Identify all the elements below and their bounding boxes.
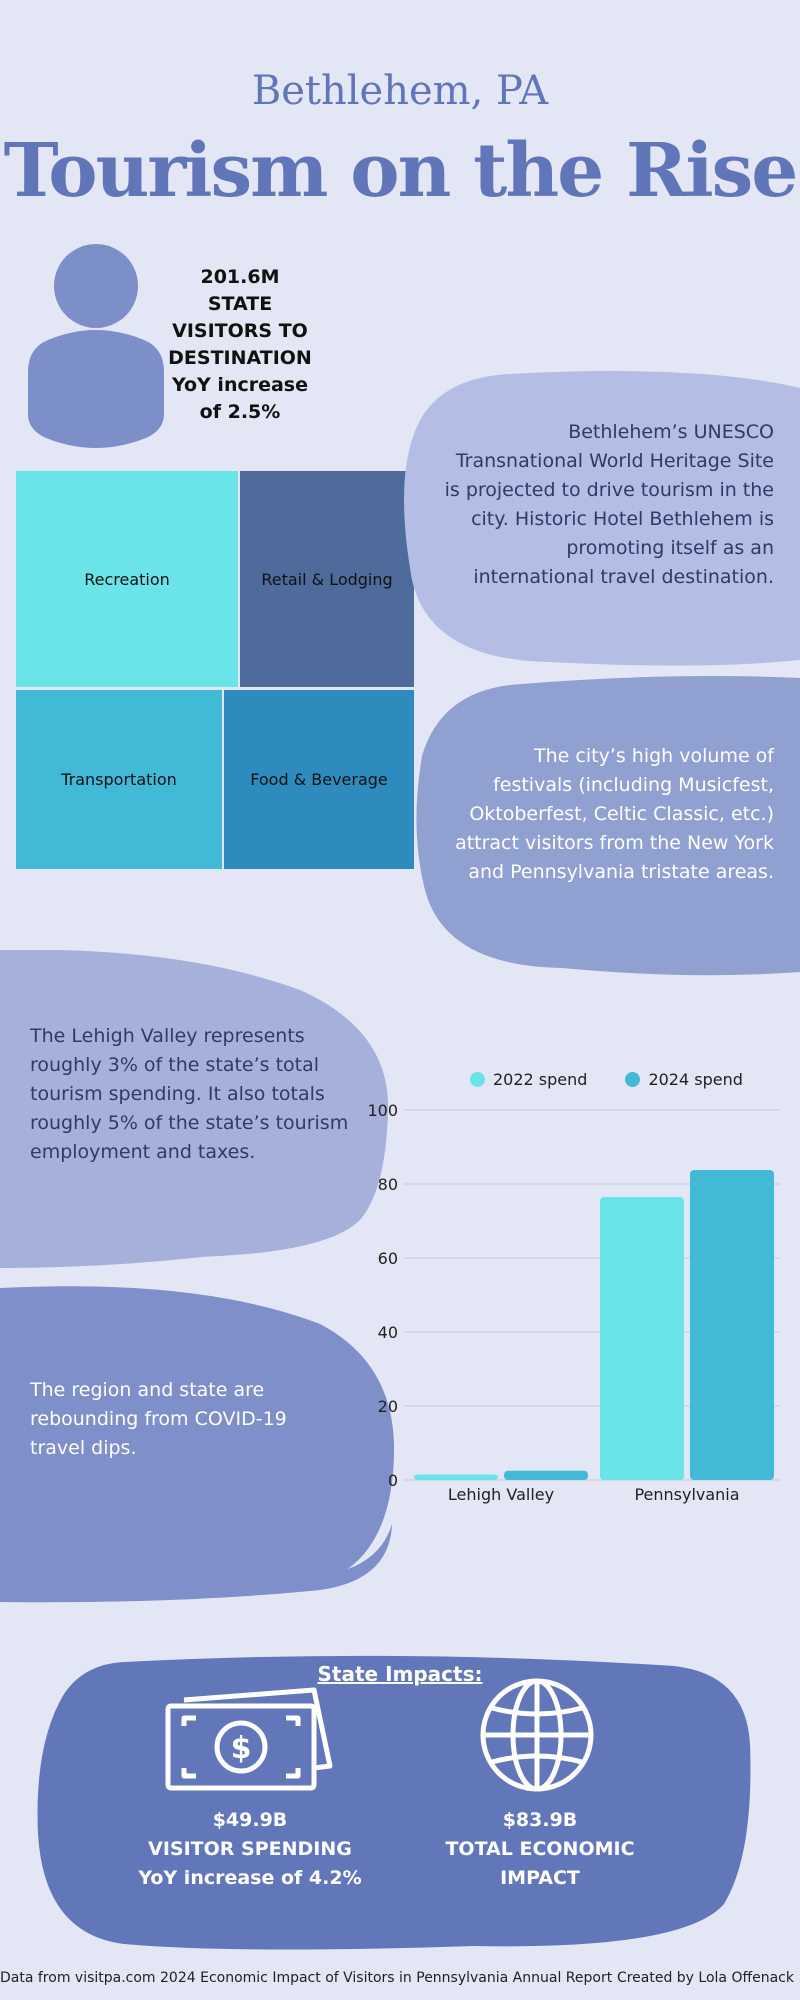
visitor-stat: 201.6M STATE VISITORS TO DESTINATION YoY… bbox=[160, 264, 320, 426]
covid-callout-text: The region and state are rebounding from… bbox=[30, 1379, 287, 1459]
lehigh-callout-shape bbox=[0, 950, 389, 1268]
y-tick-label: 60 bbox=[378, 1249, 398, 1268]
lehigh-callout-text: The Lehigh Valley represents roughly 3% … bbox=[30, 1025, 349, 1163]
visitor-stat-line: YoY increase bbox=[171, 374, 308, 396]
festivals-callout-text: The city’s high volume of festivals (inc… bbox=[455, 745, 774, 883]
tile-label: Food & Beverage bbox=[250, 770, 388, 789]
visitor-stat-line: STATE bbox=[207, 293, 273, 315]
y-tick-label: 40 bbox=[378, 1323, 398, 1342]
visitor-spending-amount: $49.9B bbox=[212, 1809, 288, 1831]
treemap-tile-food-beverage: Food & Beverage bbox=[224, 690, 414, 869]
visitor-spending-stat: $49.9B VISITOR SPENDING YoY increase of … bbox=[120, 1806, 380, 1893]
legend-label: 2022 spend bbox=[493, 1070, 588, 1089]
treemap-tile-retail-lodging: Retail & Lodging bbox=[240, 471, 414, 687]
legend-item-2022: 2022 spend bbox=[470, 1070, 587, 1089]
legend-item-2024: 2024 spend bbox=[625, 1070, 743, 1089]
economic-impact-label: IMPACT bbox=[500, 1867, 580, 1889]
dollar-bill-icon: $ bbox=[165, 1687, 333, 1791]
visitor-stat-line: DESTINATION bbox=[168, 347, 312, 369]
globe-icon bbox=[480, 1678, 594, 1792]
bar-2022-spend-lehigh-valley bbox=[414, 1474, 498, 1480]
x-tick-label: Lehigh Valley bbox=[448, 1485, 554, 1504]
festivals-callout-shape bbox=[416, 676, 800, 976]
legend-label: 2024 spend bbox=[648, 1070, 743, 1089]
y-tick-label: 80 bbox=[378, 1175, 398, 1194]
visitor-spending-change: YoY increase of 4.2% bbox=[138, 1867, 362, 1889]
economic-impact-amount: $83.9B bbox=[502, 1809, 578, 1831]
bar-2024-spend-lehigh-valley bbox=[504, 1470, 588, 1480]
person-icon bbox=[28, 244, 164, 448]
visitor-spending-label: VISITOR SPENDING bbox=[148, 1838, 352, 1860]
tile-label: Recreation bbox=[84, 569, 170, 589]
spend-bar-chart: 0 20 40 60 80 100 Lehigh Valley Pennsylvania bbox=[367, 1101, 780, 1504]
legend-swatch bbox=[625, 1072, 641, 1087]
visitor-count: 201.6M bbox=[200, 266, 280, 288]
svg-text:$: $ bbox=[231, 1731, 252, 1766]
y-tick-label: 20 bbox=[378, 1397, 398, 1416]
tile-label: Transportation bbox=[61, 770, 177, 789]
impacts-heading: State Impacts: bbox=[317, 1662, 483, 1686]
page-subtitle: Bethlehem, PA bbox=[251, 68, 549, 114]
unesco-callout-text: Bethlehem’s UNESCO Transnational World H… bbox=[444, 421, 774, 588]
impacts-panel-shape bbox=[37, 1655, 751, 1950]
bar-2024-spend-pennsylvania bbox=[690, 1169, 774, 1480]
tile-label: Retail & Lodging bbox=[261, 569, 393, 589]
source-note: Data from visitpa.com 2024 Economic Impa… bbox=[0, 1970, 613, 1986]
y-tick-label: 100 bbox=[367, 1101, 398, 1120]
treemap-tile-transportation: Transportation bbox=[16, 690, 222, 869]
author-credit: Created by Lola Offenack bbox=[616, 1970, 794, 1986]
economic-impact-stat: $83.9B TOTAL ECONOMIC IMPACT bbox=[420, 1806, 660, 1893]
economic-impact-label: TOTAL ECONOMIC bbox=[445, 1838, 635, 1860]
page-title: Tourism on the Rise bbox=[3, 128, 799, 214]
visitor-stat-line: of 2.5% bbox=[199, 401, 281, 423]
legend-swatch bbox=[470, 1072, 485, 1087]
covid-callout-shape bbox=[0, 1286, 395, 1603]
treemap-tile-recreation: Recreation bbox=[16, 471, 238, 687]
x-tick-label: Pennsylvania bbox=[634, 1485, 739, 1504]
unesco-callout-shape bbox=[404, 371, 800, 666]
bar-2022-spend-pennsylvania bbox=[600, 1196, 684, 1480]
y-tick-label: 0 bbox=[388, 1471, 398, 1490]
chart-legend: 2022 spend 2024 spend bbox=[470, 1070, 743, 1089]
visitor-stat-line: VISITORS TO bbox=[172, 320, 308, 342]
